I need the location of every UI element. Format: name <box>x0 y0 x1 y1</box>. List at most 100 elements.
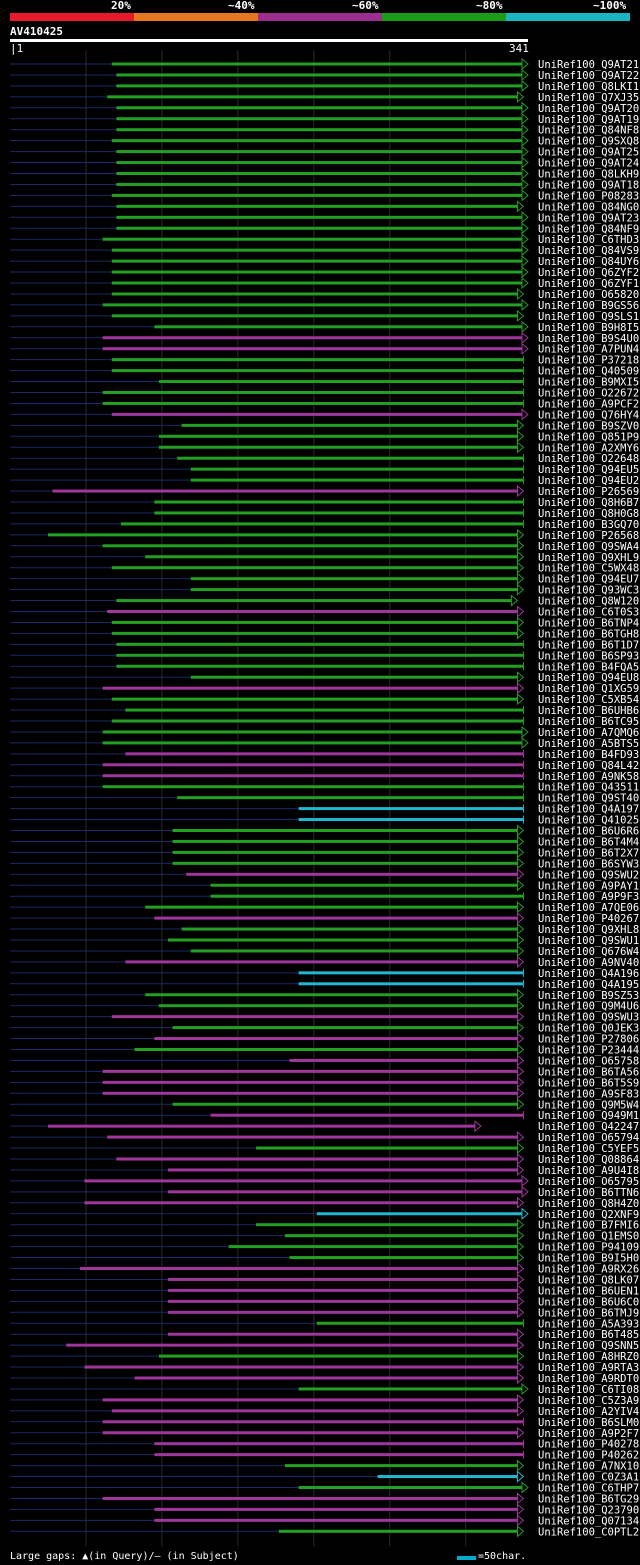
hit-label[interactable]: UniRef100_Q8H4Z0 <box>538 1198 639 1210</box>
hit-label[interactable]: UniRef100_Q9XHL9 <box>538 552 639 564</box>
hit-label[interactable]: UniRef100_C6THD3 <box>538 234 639 246</box>
hit-label[interactable]: UniRef100_A7QMQ6 <box>538 727 639 739</box>
hit-label[interactable]: UniRef100_A5BTS5 <box>538 738 639 750</box>
hit-label[interactable]: UniRef100_B6T4M4 <box>538 836 639 848</box>
hit-label[interactable]: UniRef100_B6U6R6 <box>538 826 639 838</box>
hit-label[interactable]: UniRef100_O65794 <box>538 1132 639 1144</box>
hit-label[interactable]: UniRef100_Q1EMS0 <box>538 1231 639 1243</box>
hit-label[interactable]: UniRef100_A9SF83 <box>538 1088 639 1100</box>
hit-label[interactable]: UniRef100_Q43511 <box>538 782 639 794</box>
hit-label[interactable]: UniRef100_Q94EU8 <box>538 672 639 684</box>
hit-label[interactable]: UniRef100_B7FMI6 <box>538 1220 639 1232</box>
hit-label[interactable]: UniRef100_A9RTA3 <box>538 1362 639 1374</box>
hit-label[interactable]: UniRef100_B6TA56 <box>538 1066 639 1078</box>
hit-label[interactable]: UniRef100_B6T485 <box>538 1329 639 1341</box>
hit-label[interactable]: UniRef100_A2YIV4 <box>538 1406 639 1418</box>
hit-label[interactable]: UniRef100_Q84NG0 <box>538 201 639 213</box>
hit-label[interactable]: UniRef100_Q7XJ35 <box>538 92 639 104</box>
hit-label[interactable]: UniRef100_C6T0S3 <box>538 607 639 619</box>
hit-label[interactable]: UniRef100_Q9SWU2 <box>538 869 639 881</box>
hit-label[interactable]: UniRef100_Q23790 <box>538 1504 639 1516</box>
hit-label[interactable]: UniRef100_P37218 <box>538 355 639 367</box>
hit-label[interactable]: UniRef100_B6SLM0 <box>538 1417 639 1429</box>
hit-label[interactable]: UniRef100_B6TMJ9 <box>538 1307 639 1319</box>
hit-label[interactable]: UniRef100_Q94EU7 <box>538 574 639 586</box>
hit-label[interactable]: UniRef100_C5YEF5 <box>538 1143 639 1155</box>
hit-label[interactable]: UniRef100_Q84VS9 <box>538 245 639 257</box>
hit-label[interactable]: UniRef100_Q9SWU1 <box>538 935 639 947</box>
hit-label[interactable]: UniRef100_Q94EU5 <box>538 464 639 476</box>
hit-label[interactable]: UniRef100_A8HRZ0 <box>538 1351 639 1363</box>
hit-label[interactable]: UniRef100_B9I5H0 <box>538 1253 639 1265</box>
hit-label[interactable]: UniRef100_A7PUN4 <box>538 344 639 356</box>
hit-label[interactable]: UniRef100_Q08864 <box>538 1154 639 1166</box>
hit-label[interactable]: UniRef100_C0PTL2 <box>538 1526 639 1538</box>
hit-label[interactable]: UniRef100_P40267 <box>538 913 639 925</box>
hit-label[interactable]: UniRef100_Q9SWU3 <box>538 1012 639 1024</box>
hit-label[interactable]: UniRef100_B6UEN1 <box>538 1285 639 1297</box>
hit-label[interactable]: UniRef100_P27806 <box>538 1034 639 1046</box>
hit-label[interactable]: UniRef100_B9GS56 <box>538 300 639 312</box>
hit-label[interactable]: UniRef100_O65795 <box>538 1176 639 1188</box>
hit-label[interactable]: UniRef100_B6TG29 <box>538 1493 639 1505</box>
hit-label[interactable]: UniRef100_B9H8I5 <box>538 322 639 334</box>
hit-label[interactable]: UniRef100_A7QE06 <box>538 902 639 914</box>
hit-label[interactable]: UniRef100_C5XB54 <box>538 694 639 706</box>
hit-label[interactable]: UniRef100_Q8LK07 <box>538 1274 639 1286</box>
hit-label[interactable]: UniRef100_Q9AT18 <box>538 179 639 191</box>
hit-label[interactable]: UniRef100_Q93WC3 <box>538 585 639 597</box>
hit-label[interactable]: UniRef100_P26569 <box>538 486 639 498</box>
hit-label[interactable]: UniRef100_B6U6C0 <box>538 1296 639 1308</box>
hit-label[interactable]: UniRef100_A9P9F3 <box>538 891 639 903</box>
hit-label[interactable]: UniRef100_A2XMY6 <box>538 442 639 454</box>
hit-label[interactable]: UniRef100_Q84UY6 <box>538 256 639 268</box>
hit-label[interactable]: UniRef100_A9NK58 <box>538 771 639 783</box>
hit-label[interactable]: UniRef100_B6SYW3 <box>538 858 639 870</box>
hit-label[interactable]: UniRef100_Q9SNN5 <box>538 1340 639 1352</box>
hit-label[interactable]: UniRef100_Q4A196 <box>538 968 639 980</box>
hit-label[interactable]: UniRef100_A9P2F7 <box>538 1428 639 1440</box>
hit-label[interactable]: UniRef100_B6TTN6 <box>538 1187 639 1199</box>
hit-label[interactable]: UniRef100_O65758 <box>538 1055 639 1067</box>
hit-label[interactable]: UniRef100_B6T5S9 <box>538 1077 639 1089</box>
hit-label[interactable]: UniRef100_Q9ST40 <box>538 793 639 805</box>
hit-label[interactable]: UniRef100_Q8W120 <box>538 596 639 608</box>
hit-label[interactable]: UniRef100_Q676W4 <box>538 946 639 958</box>
hit-label[interactable]: UniRef100_Q6ZYF1 <box>538 278 639 290</box>
hit-label[interactable]: UniRef100_Q8LKI1 <box>538 81 639 93</box>
hit-label[interactable]: UniRef100_Q42247 <box>538 1121 639 1133</box>
hit-label[interactable]: UniRef100_B6T2X7 <box>538 847 639 859</box>
hit-label[interactable]: UniRef100_Q07134 <box>538 1515 639 1527</box>
hit-label[interactable]: UniRef100_C6THP7 <box>538 1483 639 1495</box>
hit-label[interactable]: UniRef100_Q76HY4 <box>538 409 639 421</box>
hit-label[interactable]: UniRef100_Q9M4U6 <box>538 1001 639 1013</box>
hit-label[interactable]: UniRef100_Q9XHL8 <box>538 924 639 936</box>
hit-label[interactable]: UniRef100_C0Z3A1 <box>538 1472 639 1484</box>
hit-label[interactable]: UniRef100_A9RDT0 <box>538 1373 639 1385</box>
hit-label[interactable]: UniRef100_B9SZV0 <box>538 420 639 432</box>
hit-label[interactable]: UniRef100_B6SP93 <box>538 650 639 662</box>
hit-label[interactable]: UniRef100_B3GQ70 <box>538 519 639 531</box>
hit-label[interactable]: UniRef100_Q8H6B7 <box>538 497 639 509</box>
hit-label[interactable]: UniRef100_Q84L42 <box>538 760 639 772</box>
hit-label[interactable]: UniRef100_Q40509 <box>538 366 639 378</box>
hit-label[interactable]: UniRef100_Q9M5W4 <box>538 1099 639 1111</box>
hit-label[interactable]: UniRef100_Q9AT25 <box>538 147 639 159</box>
hit-label[interactable]: UniRef100_C6TI08 <box>538 1384 639 1396</box>
hit-label[interactable]: UniRef100_Q9AT23 <box>538 212 639 224</box>
hit-label[interactable]: UniRef100_B4FD93 <box>538 749 639 761</box>
hit-label[interactable]: UniRef100_B4FQA5 <box>538 661 639 673</box>
hit-label[interactable]: UniRef100_Q0JEK3 <box>538 1023 639 1035</box>
hit-label[interactable]: UniRef100_Q84NF8 <box>538 125 639 137</box>
hit-label[interactable]: UniRef100_B6T1D7 <box>538 639 639 651</box>
hit-label[interactable]: UniRef100_A9PAY1 <box>538 880 639 892</box>
hit-label[interactable]: UniRef100_C5Z3A9 <box>538 1395 639 1407</box>
hit-label[interactable]: UniRef100_P26568 <box>538 530 639 542</box>
hit-label[interactable]: UniRef100_P94109 <box>538 1242 639 1254</box>
hit-label[interactable]: UniRef100_B6TNP4 <box>538 617 639 629</box>
hit-label[interactable]: UniRef100_A9U4I8 <box>538 1165 639 1177</box>
hit-label[interactable]: UniRef100_P23444 <box>538 1045 639 1057</box>
hit-label[interactable]: UniRef100_O22672 <box>538 388 639 400</box>
hit-label[interactable]: UniRef100_Q9SLS1 <box>538 311 639 323</box>
hit-label[interactable]: UniRef100_Q2XNF9 <box>538 1209 639 1221</box>
